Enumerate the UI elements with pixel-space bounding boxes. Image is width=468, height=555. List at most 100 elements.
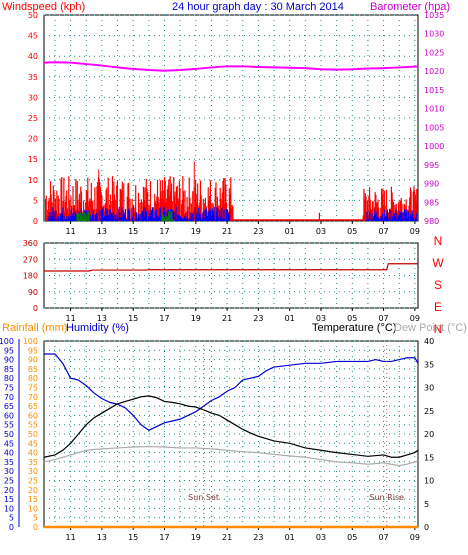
rainfall-tick-label: 35 <box>28 458 38 467</box>
temperature-tick-label: 30 <box>424 384 434 393</box>
humidity-tick-label: 5 <box>9 514 14 523</box>
barometer-tick-label: 990 <box>424 180 439 189</box>
humidity-tick-label: 80 <box>4 374 14 383</box>
windspeed-spikes <box>44 161 419 221</box>
dewpoint-axis-label: Dew Point (°C) <box>394 322 467 334</box>
windspeed-tick-label: 35 <box>28 73 38 82</box>
humidity-tick-label: 50 <box>4 430 14 439</box>
windspeed-tick-label: 10 <box>28 176 38 185</box>
compass-label: N <box>434 322 443 336</box>
barometer-tick-label: 1000 <box>424 142 444 151</box>
temperature-tick-label: 10 <box>424 477 434 486</box>
x-tick-label: 09 <box>410 533 420 542</box>
panel-3: 11 13 15 17 19 21 23 01 03 05 07 09 <box>43 340 420 542</box>
rainfall-tick-label: 95 <box>28 346 38 355</box>
x-tick-label: 23 <box>253 227 263 236</box>
sunset-label: Sun Set <box>188 493 219 502</box>
rainfall-tick-label: 80 <box>28 374 38 383</box>
direction-tick-label: 90 <box>28 288 38 297</box>
humidity-tick-label: 70 <box>4 393 14 402</box>
compass-label: W <box>432 256 444 270</box>
rainfall-tick-label: 50 <box>28 430 38 439</box>
x-tick-label: 15 <box>128 533 138 542</box>
temperature-tick-label: 40 <box>424 337 434 346</box>
x-tick-label: 15 <box>128 227 138 236</box>
temperature-tick-label: 0 <box>424 523 429 532</box>
x-tick-label: 13 <box>97 227 107 236</box>
compass-label: E <box>434 300 442 314</box>
humidity-tick-label: 30 <box>4 467 14 476</box>
humidity-tick-label: 55 <box>4 421 14 430</box>
x-tick-label: 11 <box>66 533 76 542</box>
temperature-humidity-plot: 0510152025303540455055606570758085909510… <box>0 337 434 532</box>
compass-label: N <box>434 234 443 248</box>
compass-label: S <box>434 278 442 292</box>
humidity-tick-label: 95 <box>4 346 14 355</box>
humidity-tick-label: 90 <box>4 356 14 365</box>
x-tick-label: 17 <box>159 533 169 542</box>
x-tick-label: 09 <box>410 227 420 236</box>
rainfall-tick-label: 65 <box>28 402 38 411</box>
x-tick-label: 05 <box>347 533 357 542</box>
x-tick-label: 03 <box>316 314 326 323</box>
humidity-tick-label: 40 <box>4 449 14 458</box>
windspeed-tick-label: 20 <box>28 135 38 144</box>
humidity-tick-label: 10 <box>4 504 14 513</box>
humidity-tick-label: 20 <box>4 486 14 495</box>
sunrise-label: Sun Rise <box>369 493 404 502</box>
rainfall-tick-label: 55 <box>28 421 38 430</box>
barometer-tick-label: 1035 <box>424 11 444 20</box>
barometer-tick-label: 1005 <box>424 123 444 132</box>
panel-frame <box>43 242 419 309</box>
humidity-tick-label: 15 <box>4 495 14 504</box>
rainfall-tick-label: 60 <box>28 411 38 420</box>
wind-direction-line <box>44 263 418 272</box>
barometer-tick-label: 1030 <box>424 30 444 39</box>
x-tick-label: 17 <box>159 227 169 236</box>
x-tick-label: 23 <box>253 533 263 542</box>
x-tick-label: 19 <box>191 227 201 236</box>
x-tick-label: 15 <box>128 314 138 323</box>
rainfall-tick-label: 30 <box>28 467 38 476</box>
humidity-tick-label: 85 <box>4 365 14 374</box>
rainfall-tick-label: 0 <box>33 523 38 532</box>
windspeed-tick-label: 40 <box>28 52 38 61</box>
barometer-tick-label: 1015 <box>424 86 444 95</box>
humidity-tick-label: 100 <box>0 337 14 346</box>
rainfall-tick-label: 85 <box>28 365 38 374</box>
direction-tick-label: 360 <box>23 239 38 248</box>
x-tick-label: 05 <box>347 314 357 323</box>
rainfall-tick-label: 10 <box>28 504 38 513</box>
humidity-line <box>44 353 419 431</box>
x-tick-label: 21 <box>222 227 232 236</box>
wind-direction-plot: 0 90 180 270 360 <box>23 239 418 313</box>
humidity-tick-label: 35 <box>4 458 14 467</box>
rainfall-tick-label: 5 <box>33 514 38 523</box>
rainfall-tick-label: 75 <box>28 384 38 393</box>
barometer-tick-label: 995 <box>424 161 439 170</box>
x-tick-label: 11 <box>66 227 76 236</box>
windspeed-tick-label: 45 <box>28 32 38 41</box>
x-tick-label: 03 <box>316 533 326 542</box>
panel-frame <box>43 340 419 528</box>
temperature-tick-label: 25 <box>424 407 434 416</box>
rainfall-tick-label: 15 <box>28 495 38 504</box>
rainfall-axis-label: Rainfall (mm) <box>2 322 67 334</box>
x-tick-label: 03 <box>316 227 326 236</box>
rainfall-tick-label: 45 <box>28 439 38 448</box>
humidity-axis-label: Humidity (%) <box>66 322 129 334</box>
panel-2: 11 13 15 17 19 21 23 01 03 05 07 09 <box>43 242 420 323</box>
rainfall-tick-label: 100 <box>23 337 38 346</box>
direction-tick-label: 0 <box>33 304 38 313</box>
dewpoint-line <box>43 445 419 467</box>
x-tick-label: 01 <box>285 314 295 323</box>
x-tick-label: 01 <box>285 227 295 236</box>
barometer-line <box>43 61 418 72</box>
x-tick-label: 21 <box>222 533 232 542</box>
chart-title: 24 hour graph day : 30 March 2014 <box>172 1 344 13</box>
barometer-tick-label: 1025 <box>424 48 444 57</box>
x-tick-label: 21 <box>222 314 232 323</box>
rainfall-tick-label: 20 <box>28 486 38 495</box>
